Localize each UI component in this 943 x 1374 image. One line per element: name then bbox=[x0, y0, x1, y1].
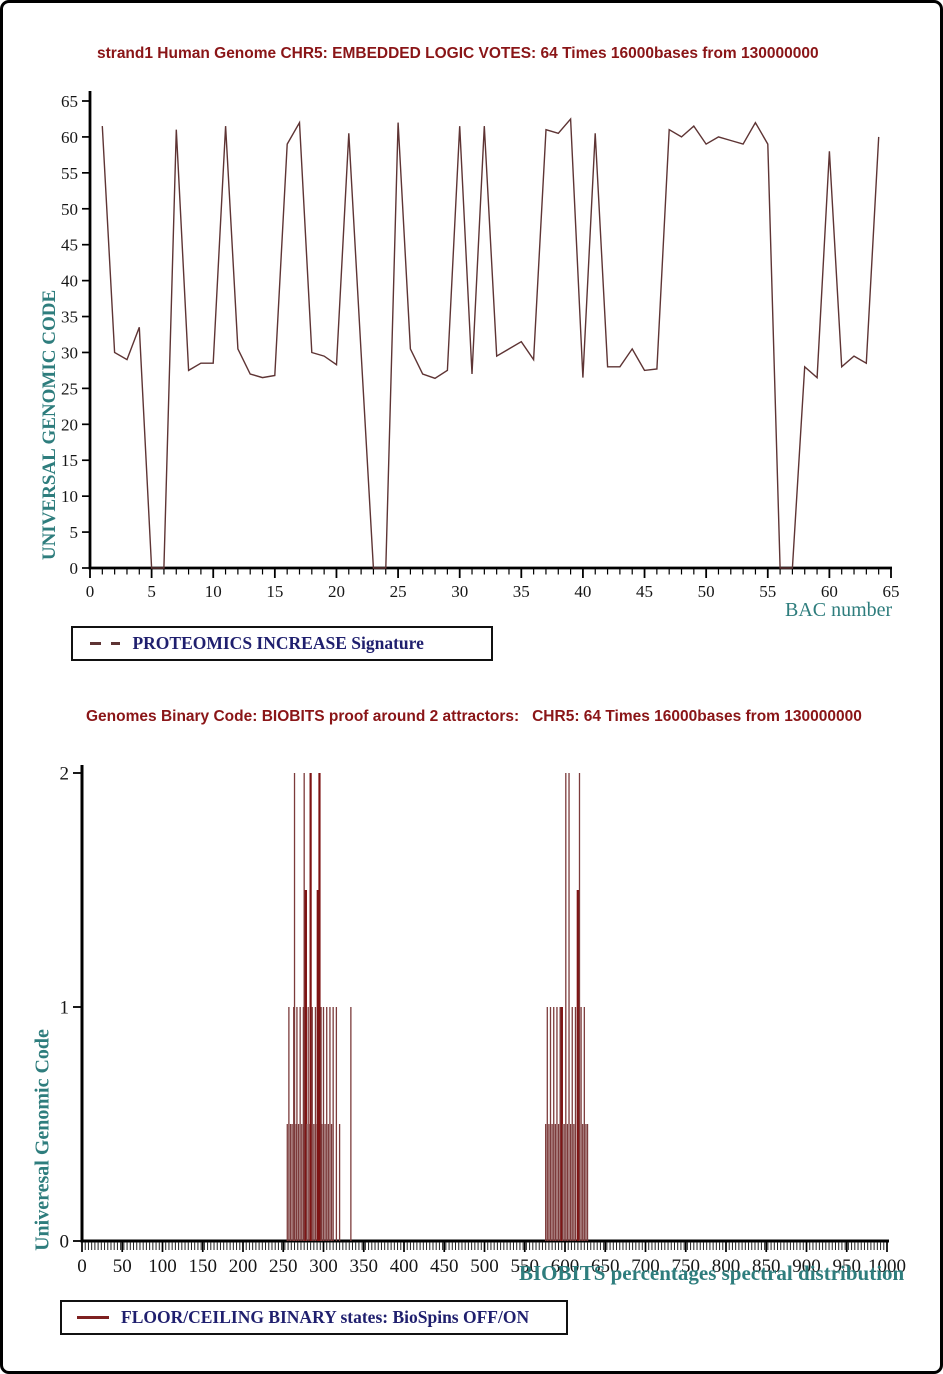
chart2-x-tick-label: 450 bbox=[430, 1256, 459, 1277]
solid-line-icon bbox=[77, 1316, 109, 1319]
chart2-x-tick-label: 150 bbox=[189, 1256, 218, 1277]
chart1-y-tick-label: 25 bbox=[61, 379, 78, 398]
chart1-x-tick-label: 35 bbox=[513, 582, 530, 601]
chart2-x-tick-label: 0 bbox=[77, 1256, 87, 1277]
chart2-title: Genomes Binary Code: BIOBITS proof aroun… bbox=[86, 708, 862, 725]
chart2-y-axis-title: Univeresal Genomic Code bbox=[31, 1029, 54, 1251]
chart2-x-tick-label: 500 bbox=[470, 1256, 499, 1277]
chart2-x-tick-label: 700 bbox=[631, 1256, 660, 1277]
chart1-x-tick-label: 40 bbox=[574, 582, 591, 601]
chart2-x-tick-label: 600 bbox=[551, 1256, 580, 1277]
chart1-x-tick-label: 30 bbox=[451, 582, 468, 601]
chart2-x-tick-label: 350 bbox=[350, 1256, 379, 1277]
chart1-y-tick-label: 15 bbox=[61, 451, 78, 470]
chart1-legend: PROTEOMICS INCREASE Signature bbox=[71, 626, 493, 661]
chart1-legend-label: PROTEOMICS INCREASE Signature bbox=[132, 633, 424, 653]
chart1-y-tick-label: 0 bbox=[70, 559, 79, 578]
chart1-x-tick-label: 50 bbox=[698, 582, 715, 601]
chart2-x-tick-label: 750 bbox=[672, 1256, 701, 1277]
chart1-x-tick-label: 55 bbox=[759, 582, 776, 601]
chart2-x-tick-label: 250 bbox=[269, 1256, 298, 1277]
chart1-series-line bbox=[101, 117, 880, 569]
chart2-x-tick-label: 200 bbox=[229, 1256, 258, 1277]
chart1-y-tick-label: 50 bbox=[61, 200, 78, 219]
chart1-y-tick-label: 35 bbox=[61, 308, 78, 327]
chart2-x-tick-label: 100 bbox=[148, 1256, 177, 1277]
chart1-x-tick-label: 25 bbox=[390, 582, 407, 601]
chart1-x-axis-title: BAC number bbox=[785, 599, 893, 621]
chart1-x-tick-label: 45 bbox=[636, 582, 653, 601]
chart1-y-tick-label: 30 bbox=[61, 343, 78, 362]
dashed-line-icon bbox=[90, 635, 121, 653]
chart1-x-tick-label: 0 bbox=[86, 582, 95, 601]
chart2-x-tick-label: 900 bbox=[792, 1256, 821, 1277]
chart1-y-tick-label: 40 bbox=[61, 272, 78, 291]
chart1-y-tick-label: 10 bbox=[61, 487, 78, 506]
chart1-x-tick-label: 20 bbox=[328, 582, 345, 601]
chart1-x-tick-label: 15 bbox=[266, 582, 283, 601]
chart2-x-tick-label: 950 bbox=[833, 1256, 862, 1277]
chart1-y-tick-label: 5 bbox=[70, 523, 79, 542]
chart1-y-tick-label: 60 bbox=[61, 128, 78, 147]
chart2-x-tick-label: 650 bbox=[591, 1256, 620, 1277]
chart1-y-tick-label: 45 bbox=[61, 236, 78, 255]
chart1-x-tick-label: 5 bbox=[147, 582, 156, 601]
chart2-x-tick-label: 400 bbox=[390, 1256, 419, 1277]
chart2-x-tick-label: 800 bbox=[712, 1256, 741, 1277]
chart2-y-tick-label: 0 bbox=[60, 1232, 70, 1253]
chart1-x-tick-label: 65 bbox=[882, 582, 899, 601]
chart1-y-tick-label: 20 bbox=[61, 415, 78, 434]
chart2-x-axis-title: BIOBITS percentages spectral distributio… bbox=[519, 1261, 905, 1285]
chart2-y-tick-label: 2 bbox=[60, 764, 70, 785]
chart2-x-tick-label: 300 bbox=[309, 1256, 338, 1277]
chart2-y-tick-label: 1 bbox=[60, 998, 70, 1019]
chart1-y-tick-label: 65 bbox=[61, 92, 78, 111]
chart2-legend-label: FLOOR/CEILING BINARY states: BioSpins OF… bbox=[121, 1307, 530, 1327]
chart2-legend: FLOOR/CEILING BINARY states: BioSpins OF… bbox=[60, 1300, 568, 1335]
chart1-title: strand1 Human Genome CHR5: EMBEDDED LOGI… bbox=[97, 45, 819, 62]
chart2-x-tick-label: 550 bbox=[511, 1256, 540, 1277]
chart1-y-tick-label: 55 bbox=[61, 164, 78, 183]
chart2-x-tick-label: 1000 bbox=[868, 1256, 906, 1277]
chart1-x-tick-label: 60 bbox=[821, 582, 838, 601]
chart1-y-axis-title: UNIVERSAL GENOMIC CODE bbox=[39, 289, 60, 561]
chart2-x-tick-label: 850 bbox=[752, 1256, 781, 1277]
chart1-x-tick-label: 10 bbox=[205, 582, 222, 601]
chart2-x-tick-label: 50 bbox=[113, 1256, 132, 1277]
